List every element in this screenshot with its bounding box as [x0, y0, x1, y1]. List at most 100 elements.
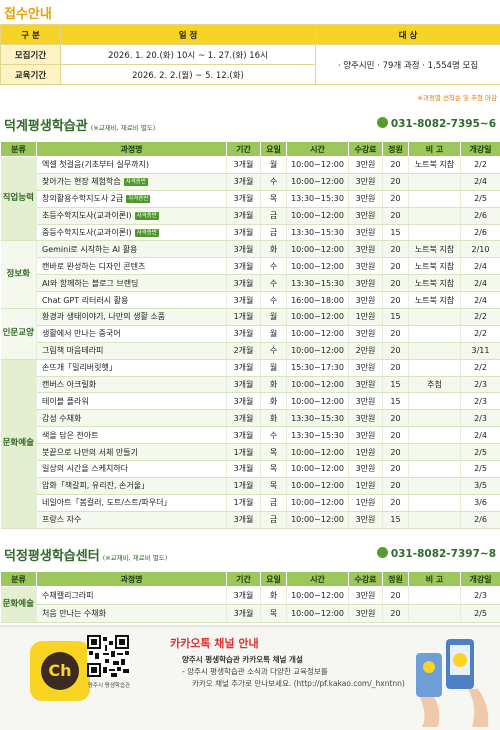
- cell: 화: [260, 240, 287, 259]
- course-fee: 1만원: [355, 447, 376, 457]
- course-cell: 테이블 플라워: [36, 392, 227, 411]
- course-day: 목: [269, 464, 278, 474]
- course-day: 목: [269, 447, 278, 457]
- column-header: 비 고: [408, 141, 461, 157]
- course-name: AI와 함께하는 블로그 브랜딩: [42, 278, 139, 288]
- course-period: 1개월: [233, 481, 254, 491]
- category: 정보화: [0, 240, 37, 310]
- cell: 2/2: [460, 308, 500, 326]
- course-name: 감성 수채화: [42, 413, 82, 423]
- cell: 13:30~15:30: [286, 274, 349, 293]
- course-name: Chat GPT 리터러시 활용: [42, 295, 129, 305]
- section-phone: 031-8082-7395~6: [376, 117, 496, 130]
- course-day: 금: [269, 515, 278, 525]
- course-capacity: 15: [390, 312, 401, 322]
- cell: 수: [260, 173, 287, 191]
- course-fee: 3만원: [355, 177, 376, 187]
- cell: [408, 460, 461, 478]
- course-row: 중등수학지도사(교과이론Ⅰ) 자격증반 3개월 금 13:30~15:30 3만원 15 2/…: [1, 224, 500, 242]
- reception-table: 구 분 일 정 대 상 모집기간 2026. 1. 20.(화) 10시 ~ 1…: [0, 24, 500, 85]
- cell: [408, 308, 461, 326]
- course-period: 3개월: [233, 228, 254, 237]
- course-time: 10:00~12:00: [291, 160, 344, 170]
- course-row: 생활에서 만나는 중국어 3개월 월 10:00~12:00 3만원 20 2/2: [1, 325, 500, 343]
- header-row: 분류 과정명 기간 요일 시간 수강료 정원 비 고 개강일: [0, 141, 500, 157]
- course-name: 창의활용수학지도사 2급: [42, 194, 124, 204]
- cell: 3개월: [226, 207, 261, 225]
- course-fee: 3만원: [355, 609, 376, 618]
- cell: 3개월: [226, 173, 261, 191]
- course-fee: 3만원: [355, 329, 376, 339]
- course-capacity: 20: [390, 481, 401, 491]
- course-row: 초등수학지도사(교과이론Ⅰ) 자격증반 3개월 금 10:00~12:00 3만원 20 2/…: [1, 207, 500, 225]
- course-start: 2/3: [474, 380, 487, 390]
- column-header: 분류: [0, 571, 37, 587]
- course-cell: 처음 만나는 수채화: [36, 604, 227, 623]
- cell: 노트북 지참: [408, 240, 461, 259]
- course-time: 16:00~18:00: [291, 295, 344, 305]
- cell: 20: [382, 342, 409, 360]
- course-row: 색을 담은 천아트 3개월 수 13:30~15:30 3만원 20 2/4: [1, 426, 500, 445]
- cell: 15:30~17:30: [286, 359, 349, 377]
- course-period: 1개월: [233, 498, 254, 508]
- cell: 10:00~12:00: [286, 511, 349, 529]
- course-period: 3개월: [233, 329, 254, 339]
- course-fee: 3만원: [355, 228, 376, 237]
- cell: 3개월: [226, 426, 261, 445]
- course-time: 13:30~15:30: [291, 278, 344, 288]
- course-row: 문화예술 손뜨개「밀리버릿햇」 3개월 월 15:30~17:30 3만원 20 2/2: [0, 359, 500, 529]
- target: · 양주시민 · 79개 과정 · 1,554명 모집: [315, 44, 500, 85]
- course-note: 노트북 지참: [414, 295, 455, 305]
- cell: 3만원: [348, 409, 383, 428]
- course-cell: 생활에서 만나는 중국어: [36, 325, 227, 343]
- cell: 1만원: [348, 494, 383, 512]
- course-fee: 1만원: [355, 312, 376, 322]
- course-row: AI와 함께하는 블로그 브랜딩 3개월 수 13:30~15:30 3만원 20 노트북 …: [1, 274, 500, 293]
- course-period: 1개월: [233, 447, 254, 457]
- course-name: 생활에서 만나는 중국어: [42, 329, 121, 339]
- cell: 3만원: [348, 190, 383, 208]
- cell: 3개월: [226, 291, 261, 310]
- course-start: 2/2: [474, 363, 487, 373]
- course-time: 10:00~12:00: [291, 464, 344, 474]
- course-fee: 3만원: [355, 380, 376, 390]
- cell: [408, 190, 461, 208]
- cell: 1개월: [226, 494, 261, 512]
- course-capacity: 20: [390, 194, 401, 204]
- course-start: 2/4: [474, 278, 487, 288]
- course-name: 캔바로 완성하는 디자인 콘텐츠: [42, 261, 146, 271]
- course-cell: 색을 담은 천아트: [36, 426, 227, 445]
- column-header: 정원: [382, 141, 409, 157]
- course-day: 금: [269, 211, 278, 221]
- course-period: 3개월: [233, 430, 254, 440]
- cell: 20: [382, 460, 409, 478]
- cell: 2/3: [460, 409, 500, 428]
- cell: 금: [260, 224, 287, 242]
- course-note: 노트북 지참: [414, 160, 455, 170]
- cell: 3개월: [226, 240, 261, 259]
- course-time: 10:00~12:00: [291, 447, 344, 457]
- course-cell: 감성 수채화: [36, 409, 227, 428]
- course-day: 목: [269, 481, 278, 491]
- cell: 3개월: [226, 274, 261, 293]
- qr-caption: 양주시 평생학습관: [87, 683, 131, 689]
- badge: 자격증반: [126, 195, 151, 204]
- cell: 15: [382, 308, 409, 326]
- cell: 10:00~12:00: [286, 325, 349, 343]
- kakao-title: 카카오톡 채널 안내: [170, 637, 259, 650]
- cell: 목: [260, 477, 287, 495]
- course-fee: 2만원: [355, 346, 376, 356]
- cell: 10:00~12:00: [286, 240, 349, 259]
- cell: 3만원: [348, 156, 383, 174]
- badge: 자격증반: [123, 178, 148, 187]
- course-start: 2/3: [474, 591, 487, 600]
- kakao-banner: Ch 양주시 평생학습관 카카오톡 채널 안내 양주시 평생학습관 카카오톡 채…: [0, 625, 500, 730]
- cell: 2/2: [460, 359, 500, 377]
- cell: 수: [260, 291, 287, 310]
- course-time: 10:00~12:00: [291, 515, 344, 525]
- course-start: 2/2: [474, 312, 487, 322]
- course-day: 수: [269, 278, 278, 288]
- course-cell: 그림책 마음테라피: [36, 342, 227, 360]
- course-name: 테이블 플라워: [42, 396, 89, 406]
- course-capacity: 15: [390, 515, 401, 525]
